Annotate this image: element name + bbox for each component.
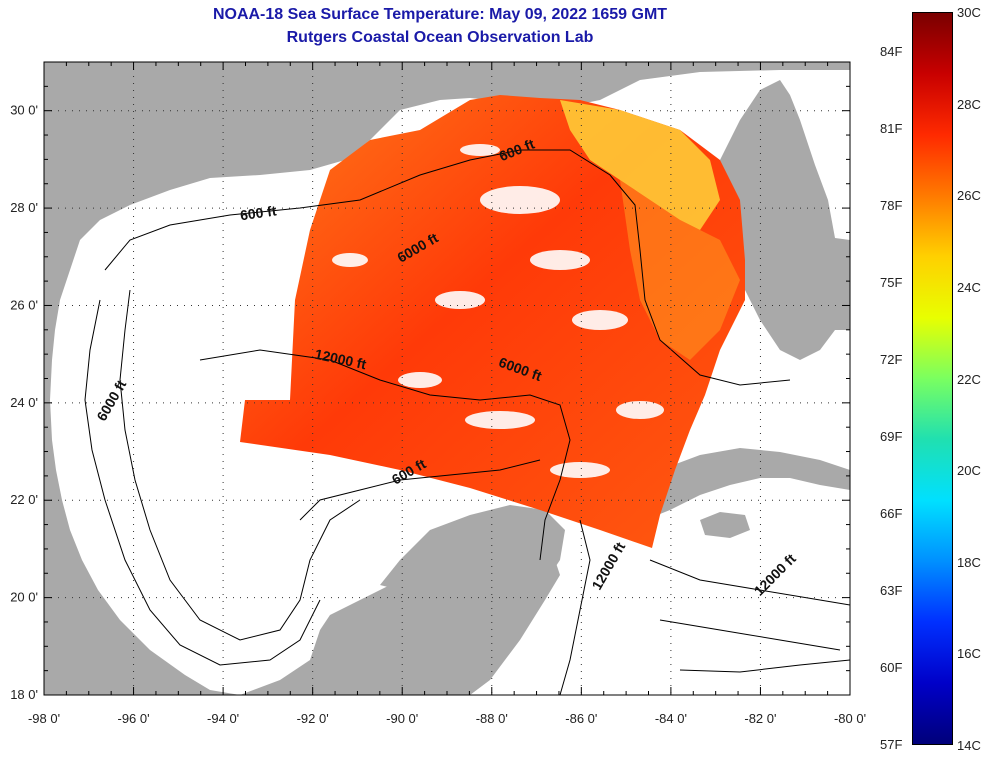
contour-depth-label: 600 ft (239, 202, 278, 223)
lat-tick-label: 22 0' (10, 492, 38, 507)
lon-tick-label: -80 0' (834, 711, 866, 726)
lon-tick-label: -84 0' (655, 711, 687, 726)
colorbar-fahrenheit-label: 81F (880, 121, 903, 136)
colorbar-fahrenheit-label: 75F (880, 275, 903, 290)
colorbar-celsius-label: 18C (957, 554, 981, 570)
land-cuba (630, 448, 850, 520)
lon-tick-label: -98 0' (28, 711, 60, 726)
land-north-shore (44, 62, 850, 695)
colorbar-fahrenheit-label: 57F (880, 737, 903, 752)
colorbar-celsius-label: 14C (957, 738, 981, 753)
land-cuba-west (700, 512, 750, 538)
lon-tick-label: -88 0' (476, 711, 508, 726)
colorbar-celsius-label: 28C (957, 96, 981, 112)
colorbar-fahrenheit-label: 72F (880, 352, 903, 367)
graticule (43, 61, 851, 696)
colorbar-fahrenheit-label: 84F (880, 44, 903, 59)
lat-tick-label: 20 0' (10, 590, 38, 605)
lon-tick-label: -94 0' (207, 711, 239, 726)
colorbar-celsius-label: 20C (957, 463, 981, 479)
sst-cool-patch (560, 100, 720, 230)
lon-tick-label: -82 0' (744, 711, 776, 726)
lon-tick-label: -92 0' (297, 711, 329, 726)
colorbar-celsius-label: 24C (957, 279, 981, 295)
colorbar-celsius-label: 30C (957, 5, 981, 20)
lon-tick-label: -96 0' (117, 711, 149, 726)
tick-labels: -98 0' -96 0' -94 0' -92 0' -90 0' -88 0' -86 … (10, 103, 866, 726)
temperature-colorbar (912, 12, 953, 745)
colorbar-fahrenheit-label: 69F (880, 429, 903, 444)
lon-tick-label: -90 0' (386, 711, 418, 726)
bathymetry-contours (84, 149, 850, 695)
map-subtitle: Rutgers Coastal Ocean Observation Lab (286, 29, 594, 46)
colorbar-fahrenheit-label: 78F (880, 198, 903, 213)
lat-tick-label: 18 0' (10, 687, 38, 702)
cloud-gaps (332, 144, 664, 478)
land-us-gulf-coast (44, 62, 850, 360)
lat-tick-label: 30 0' (10, 103, 38, 118)
lat-tick-label: 24 0' (10, 395, 38, 410)
land-yucatan (380, 505, 565, 600)
colorbar-fahrenheit-label: 63F (880, 583, 903, 598)
colorbar-celsius-label: 26C (957, 188, 981, 204)
colorbar-celsius-label: 16C (957, 646, 981, 662)
lat-tick-label: 28 0' (10, 200, 38, 215)
lat-tick-label: 26 0' (10, 297, 38, 312)
sst-mid-patch (620, 180, 740, 360)
colorbar-fahrenheit-label: 60F (880, 660, 903, 675)
colorbar-celsius-label: 22C (957, 371, 981, 387)
map-title: NOAA-18 Sea Surface Temperature: May 09,… (212, 6, 668, 23)
colorbar-fahrenheit-label: 66F (880, 506, 903, 521)
lon-tick-label: -86 0' (565, 711, 597, 726)
